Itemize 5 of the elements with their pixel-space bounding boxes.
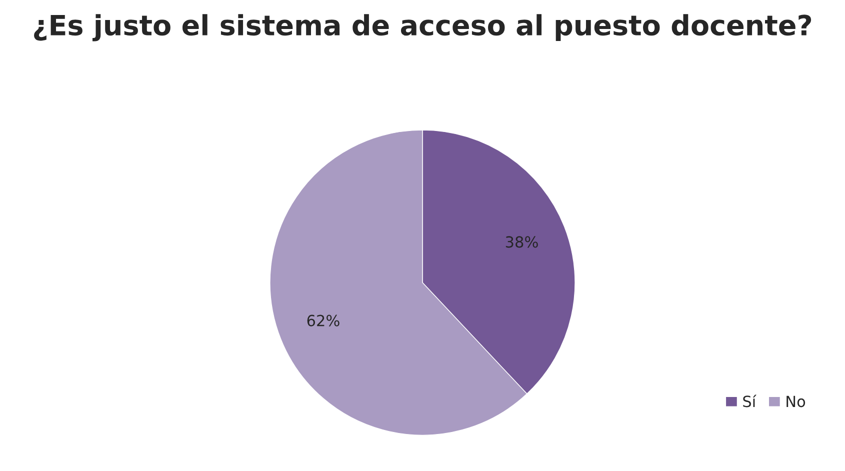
legend-label: Sí	[743, 394, 756, 408]
legend-label: No	[786, 396, 806, 408]
data-label: 38%	[506, 236, 538, 248]
data-label: 62%	[307, 314, 340, 326]
chart-title: ¿Es justo el sistema de acceso al puesto docente?	[34, 14, 812, 42]
